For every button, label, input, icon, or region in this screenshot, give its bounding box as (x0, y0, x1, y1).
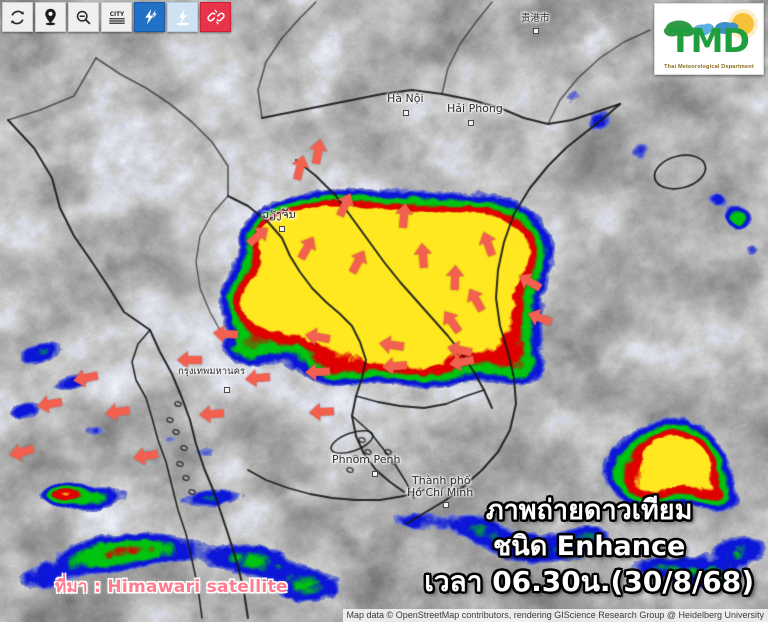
city-marker-guigang (533, 28, 539, 34)
city-marker-hanoi (403, 110, 409, 116)
caption-line-3: เวลา 06.30น.(30/8/68) (424, 564, 754, 598)
lightning-button[interactable] (134, 2, 165, 32)
map-pin-icon (45, 8, 56, 26)
broken-link-icon (206, 9, 225, 25)
tmd-letters: TMD (669, 21, 750, 60)
refresh-icon (11, 10, 24, 24)
caption-line-2: ชนิด Enhance (492, 530, 686, 562)
zoom-out-icon (76, 10, 91, 25)
city-marker-ho-chi-minh-2 (443, 502, 449, 508)
city-marker-vientiane (279, 226, 285, 232)
city-label-bangkok: กรุงเทพมหานคร (178, 366, 246, 377)
svg-text:CITY: CITY (109, 12, 124, 18)
city-label-guigang: 贵港市 (521, 13, 550, 24)
map-attribution: Map data © OpenStreetMap contributors, r… (342, 609, 768, 622)
map-toolbar: CITY (2, 2, 231, 32)
city-label-vientiane: ວຽງຈັນ (262, 208, 296, 221)
refresh-button[interactable] (2, 2, 33, 32)
city-label-phnom-penh: Phnom Penh (332, 453, 401, 466)
tmd-logo: TMD Thai Meteorological Department (654, 3, 764, 75)
strike-button[interactable] (167, 2, 198, 32)
city-label-hanoi: Hà Nội (387, 92, 424, 105)
city-label-haiphong: Hải Phòng (447, 102, 503, 115)
city-marker-haiphong (468, 120, 474, 126)
source-label: ที่มา : Himawari satellite (55, 577, 288, 597)
city-icon: CITY (108, 12, 125, 24)
strike-icon (176, 9, 189, 26)
city-label-ho-chi-minh-2: Hồ Chí Minh (407, 486, 474, 499)
sun-icon (732, 13, 754, 35)
caption-overlay: ภาพถ่ายดาวเทียม ชนิด Enhance เวลา 06.30น… (424, 493, 754, 600)
tmd-logo-artwork (664, 9, 758, 43)
tmd-subtitle: Thai Meteorological Department (664, 64, 754, 70)
lightning-icon (144, 9, 157, 25)
locate-button[interactable] (35, 2, 66, 32)
city-marker-phnom-penh (372, 471, 378, 477)
caption-line-1: ภาพถ่ายดาวเทียม (485, 495, 693, 527)
city-marker-bangkok (224, 387, 230, 393)
city-layer-button[interactable]: CITY (101, 2, 132, 32)
zoom-out-button[interactable] (68, 2, 99, 32)
city-label-ho-chi-minh: Thành phố (412, 474, 471, 487)
link-button[interactable] (200, 2, 231, 32)
